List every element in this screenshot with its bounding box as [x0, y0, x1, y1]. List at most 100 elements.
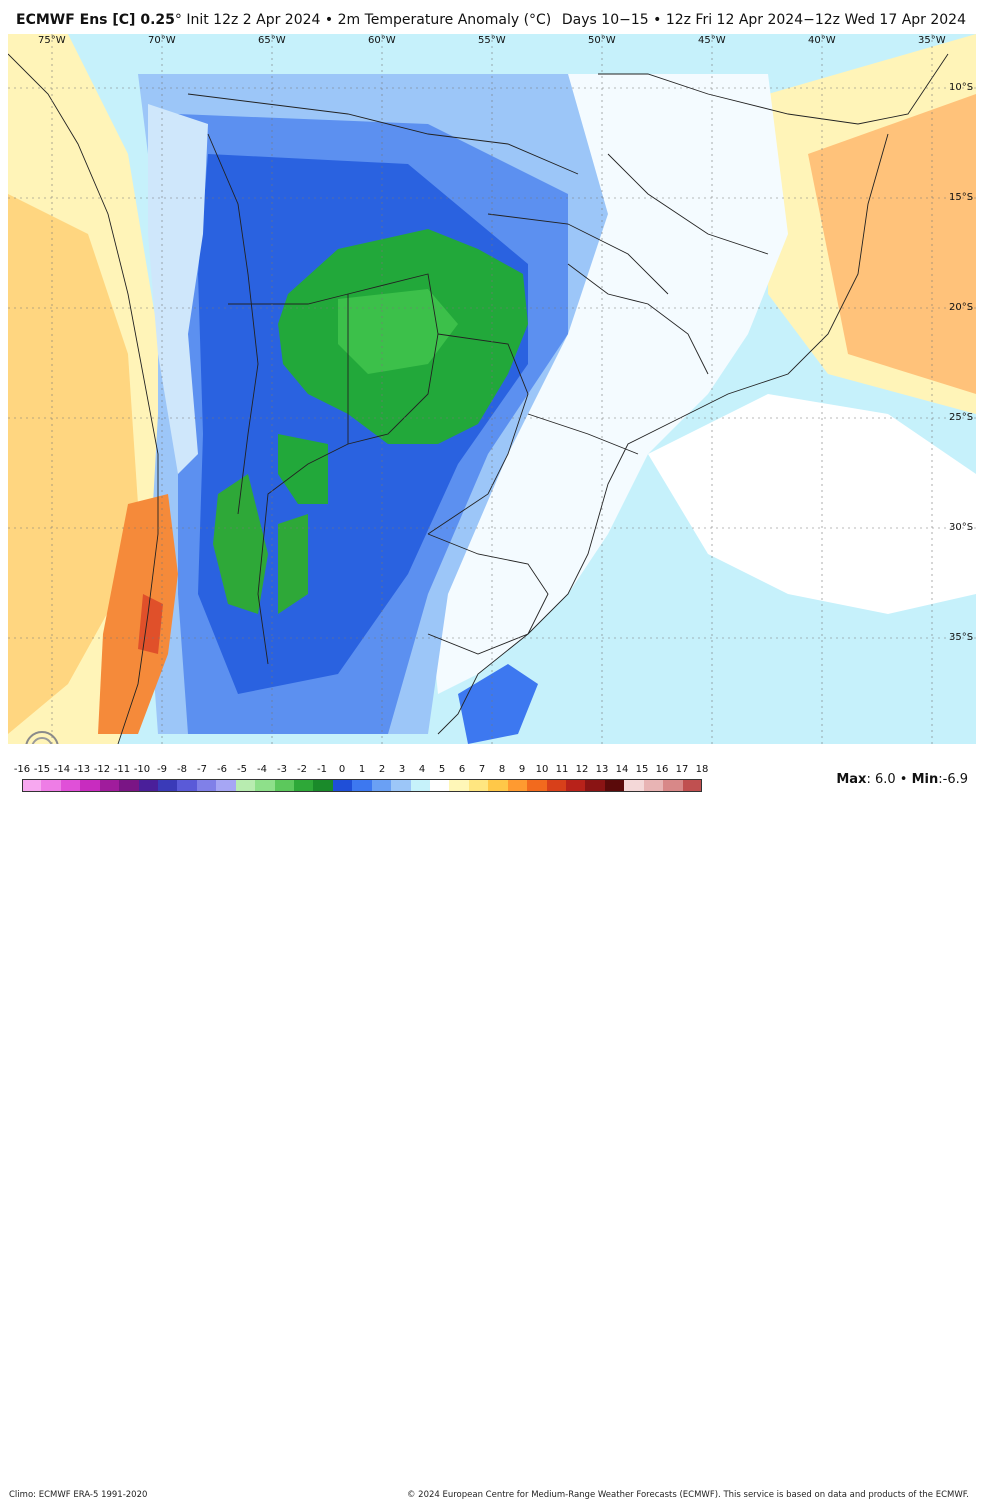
cold-anomaly-inner: [338, 289, 458, 374]
lat-label-25s: 25°S: [949, 412, 974, 423]
max-value: 6.0: [874, 772, 896, 787]
color-scale-tick-label: -16: [13, 764, 31, 775]
near-zero-zone: [428, 74, 788, 694]
brazil-state-line-2: [487, 213, 669, 295]
color-scale-tick-label: 16: [655, 764, 669, 775]
pacific-coastline: [8, 53, 159, 744]
offshore-neutral: [648, 394, 976, 614]
color-scale-tick-label: -5: [237, 764, 247, 775]
color-swatch: [604, 779, 625, 792]
brazil-state-line-4: [607, 153, 769, 255]
color-scale-tick-label: 11: [555, 764, 569, 775]
map-title: ECMWF Ens [C] 0.25° Init 12z 2 Apr 2024 …: [16, 12, 551, 28]
color-scale-tick-label: 14: [615, 764, 629, 775]
color-swatch: [196, 779, 217, 792]
color-swatch: [643, 779, 664, 792]
color-swatch: [216, 779, 237, 792]
color-scale-tick-label: -7: [197, 764, 207, 775]
color-swatch: [488, 779, 509, 792]
south-atlantic-blob: [458, 664, 538, 744]
color-swatch: [119, 779, 140, 792]
lon-label-50w: 50°W: [588, 35, 616, 46]
color-swatch: [274, 779, 295, 792]
bolivia-border: [228, 273, 439, 445]
color-swatch: [527, 779, 548, 792]
color-scale-tick-label: 6: [458, 764, 466, 775]
lon-label-40w: 40°W: [808, 35, 836, 46]
color-scale-tick-label: 3: [398, 764, 406, 775]
lon-label-65w: 65°W: [258, 35, 286, 46]
color-swatch: [507, 779, 528, 792]
color-scale-tick-label: -9: [157, 764, 167, 775]
lat-label-35s: 35°S: [949, 632, 974, 643]
color-scale-tick-label: 12: [575, 764, 589, 775]
cold-anomaly-andes-south: [213, 474, 268, 614]
lon-label-45w: 45°W: [698, 35, 726, 46]
paraguay-border: [427, 333, 529, 535]
color-scale-tick-label: 7: [478, 764, 486, 775]
color-swatch: [449, 779, 470, 792]
color-scale-tick-label: -12: [93, 764, 111, 775]
lat-label-20s: 20°S: [949, 302, 974, 313]
color-swatch: [235, 779, 256, 792]
color-scale-tick-label: -1: [317, 764, 327, 775]
color-scale-tick-label: 15: [635, 764, 649, 775]
color-scale-tick-label: -6: [217, 764, 227, 775]
color-swatch: [391, 779, 412, 792]
color-swatch: [585, 779, 606, 792]
temperature-anomaly-map[interactable]: 75°W 70°W 65°W 60°W 55°W 50°W 45°W 40°W …: [8, 34, 976, 744]
lon-label-75w: 75°W: [38, 35, 66, 46]
model-name: ECMWF Ens [C] 0.25: [16, 12, 175, 28]
political-borders: [8, 53, 949, 744]
color-scale-tick-label: -11: [113, 764, 131, 775]
init-description: ° Init 12z 2 Apr 2024 • 2m Temperature A…: [174, 12, 552, 28]
lon-label-55w: 55°W: [478, 35, 506, 46]
color-swatch: [177, 779, 198, 792]
andes-ridge: [148, 104, 208, 474]
weatherbell-logo: WEATHERBELL: [20, 730, 106, 744]
color-swatch: [410, 779, 431, 792]
color-swatch: [332, 779, 353, 792]
color-scale-tick-label: -3: [277, 764, 287, 775]
argentina-west-border: [257, 294, 349, 665]
color-scale-tick-label: 0: [338, 764, 346, 775]
header: ECMWF Ens [C] 0.25° Init 12z 2 Apr 2024 …: [0, 0, 984, 34]
color-scale-tick-label: -13: [73, 764, 91, 775]
color-swatch: [624, 779, 645, 792]
color-scale-tick-label: 2: [378, 764, 386, 775]
northern-border: [187, 93, 579, 175]
color-swatch: [352, 779, 373, 792]
lat-label-10s: 10°S: [949, 82, 974, 93]
color-swatch: [22, 779, 42, 792]
color-swatch: [663, 779, 684, 792]
lon-label-35w: 35°W: [918, 35, 946, 46]
copyright-note: © 2024 European Centre for Medium-Range …: [406, 1490, 969, 1500]
color-scale-tick-label: -4: [257, 764, 267, 775]
color-scale-tick-label: 9: [518, 764, 526, 775]
andes-border: [207, 133, 259, 515]
credits-bar: Climo: ECMWF ERA-5 1991-2020 © 2024 Euro…: [0, 744, 984, 1500]
valid-period: Days 10−15 • 12z Fri 12 Apr 2024−12z Wed…: [561, 12, 966, 28]
color-swatch: [294, 779, 314, 792]
color-scale-tick-label: -8: [177, 764, 187, 775]
map-canvas: [8, 34, 976, 744]
color-scale-tick-label: 4: [418, 764, 426, 775]
atlantic-coastline: [437, 133, 889, 735]
color-swatch: [430, 779, 450, 792]
min-label: Min: [911, 772, 939, 787]
color-scale-tick-label: 17: [675, 764, 689, 775]
color-scale-tick-label: 8: [498, 764, 506, 775]
color-swatch: [682, 779, 703, 792]
color-scale-tick-label: 10: [535, 764, 549, 775]
color-scale-tick-label: -14: [53, 764, 71, 775]
color-scale-tick-label: -2: [297, 764, 307, 775]
climatology-note: Climo: ECMWF ERA-5 1991-2020: [9, 1490, 148, 1500]
color-swatch: [546, 779, 567, 792]
brazil-state-line-1: [567, 263, 709, 375]
pacific-warm-core: [8, 194, 138, 734]
color-swatch: [60, 779, 81, 792]
min-value: -6.9: [942, 772, 968, 787]
color-scale-tick-label: 13: [595, 764, 609, 775]
lon-label-60w: 60°W: [368, 35, 396, 46]
cold-anomaly-east-andes: [278, 434, 328, 504]
